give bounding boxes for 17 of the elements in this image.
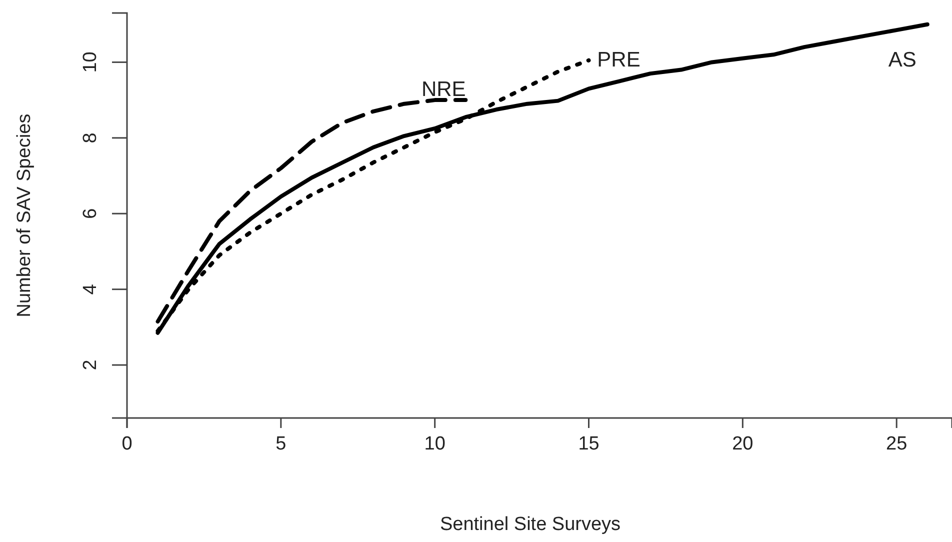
y-tick-label: 6 bbox=[80, 208, 101, 219]
series-label: NRE bbox=[421, 78, 466, 102]
y-tick-label: 4 bbox=[80, 284, 101, 295]
series-label: PRE bbox=[597, 48, 640, 72]
y-axis-title: Number of SAV Species bbox=[14, 114, 35, 318]
x-tick-label: 5 bbox=[276, 433, 286, 454]
y-tick-label: 8 bbox=[80, 132, 101, 144]
y-tick-label: 10 bbox=[80, 52, 101, 73]
x-tick-label: 20 bbox=[732, 433, 754, 454]
x-axis-title: Sentinel Site Surveys bbox=[440, 514, 621, 535]
x-tick-label: 10 bbox=[424, 433, 446, 454]
x-tick-label: 15 bbox=[578, 433, 600, 454]
line-series bbox=[156, 98, 468, 324]
y-tick-label: 2 bbox=[80, 360, 101, 370]
x-tick-label: 0 bbox=[122, 433, 132, 454]
x-tick-label: 25 bbox=[886, 433, 908, 454]
series-label: AS bbox=[888, 48, 916, 72]
